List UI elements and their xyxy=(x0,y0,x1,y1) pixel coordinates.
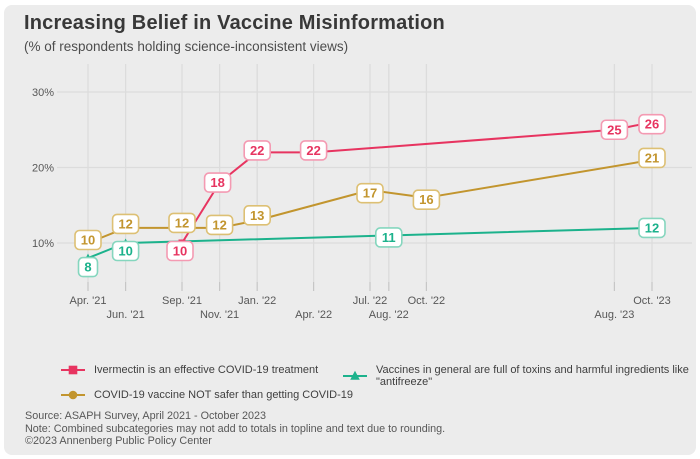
y-axis-tick-label: 10% xyxy=(32,238,54,250)
square-marker-icon xyxy=(68,365,78,375)
value-label-text: 22 xyxy=(306,143,320,158)
x-axis-tick-label: Sep. '21 xyxy=(162,295,202,307)
y-axis-tick-label: 30% xyxy=(32,87,54,99)
circle-marker-icon xyxy=(68,390,78,400)
legend-label-not-safer: COVID-19 vaccine NOT safer than getting … xyxy=(94,389,354,401)
value-label: 10 xyxy=(74,229,102,251)
legend-label-toxins: Vaccines in general are full of toxins a… xyxy=(376,364,689,388)
value-label-box xyxy=(638,217,666,239)
value-label-text: 10 xyxy=(118,244,132,259)
source-line: Source: ASAPH Survey, April 2021 - Octob… xyxy=(25,410,267,422)
value-label-box xyxy=(74,229,102,251)
x-axis-tick-label: Apr. '21 xyxy=(70,295,107,307)
triangle-marker-icon xyxy=(343,370,367,380)
value-label: 25 xyxy=(600,119,629,141)
value-label-box xyxy=(638,147,666,169)
legend-item-ivermectin: Ivermectin is an effective COVID-19 trea… xyxy=(60,364,318,376)
note-line: Note: Combined subcategories may not add… xyxy=(25,422,446,435)
x-axis-tick-label: Nov. '21 xyxy=(200,309,239,321)
value-label-box xyxy=(600,119,629,141)
x-axis-tick-label: Aug. '23 xyxy=(594,309,634,321)
x-axis-tick-label: Aug. '22 xyxy=(369,309,409,321)
legend-item-not-safer: COVID-19 vaccine NOT safer than getting … xyxy=(60,389,353,401)
value-label-text: 12 xyxy=(175,215,189,230)
series-line xyxy=(87,226,653,260)
value-label-text: 12 xyxy=(212,217,226,232)
value-label-text: 13 xyxy=(250,208,264,223)
legend-item-toxins: Vaccines in general are full of toxins a… xyxy=(342,364,700,388)
x-axis-tick-label: Jan. '22 xyxy=(238,295,276,307)
value-label-box xyxy=(111,213,140,235)
value-label-text: 12 xyxy=(645,220,659,235)
copyright-line: ©2023 Annenberg Public Policy Center xyxy=(25,435,212,447)
value-label: 21 xyxy=(638,147,666,169)
value-label-box xyxy=(205,214,234,236)
page-title: Increasing Belief in Vaccine Misinformat… xyxy=(24,12,445,34)
value-label-box xyxy=(203,172,232,193)
value-label-text: 11 xyxy=(382,230,396,245)
value-label-box xyxy=(77,256,99,278)
value-label-text: 16 xyxy=(419,192,433,207)
value-label: 17 xyxy=(356,182,384,204)
circle-marker-icon xyxy=(61,390,85,400)
value-label: 16 xyxy=(412,189,441,210)
value-label-text: 25 xyxy=(607,122,621,137)
value-label-box xyxy=(243,205,271,226)
value-label: 26 xyxy=(638,113,666,135)
legend-label-ivermectin: Ivermectin is an effective COVID-19 trea… xyxy=(94,364,319,376)
value-label-text: 18 xyxy=(210,175,224,190)
value-label-text: 22 xyxy=(250,143,264,158)
value-label: 8 xyxy=(77,256,99,278)
value-label-text: 12 xyxy=(118,216,132,231)
x-axis-tick-label: Oct. '22 xyxy=(408,295,446,307)
footer: Source: ASAPH Survey, April 2021 - Octob… xyxy=(25,410,445,448)
value-label-box xyxy=(111,240,140,262)
value-label: 18 xyxy=(203,172,232,193)
value-label: 12 xyxy=(638,217,666,239)
value-label: 22 xyxy=(299,140,328,161)
value-label-box xyxy=(638,113,666,135)
value-label: 22 xyxy=(243,140,271,161)
value-label-box xyxy=(299,140,328,161)
value-label-text: 21 xyxy=(645,150,659,165)
x-axis-tick-label: Jul. '22 xyxy=(353,295,388,307)
triangle-marker-icon xyxy=(350,370,360,380)
square-marker-icon xyxy=(61,365,85,375)
value-label-text: 17 xyxy=(363,186,377,201)
value-label: 12 xyxy=(205,214,234,236)
series-square xyxy=(178,118,656,247)
value-label: 10 xyxy=(111,240,140,262)
value-label-box xyxy=(168,212,196,234)
value-label-box xyxy=(412,189,441,210)
value-label-text: 8 xyxy=(84,260,91,275)
value-label: 11 xyxy=(374,227,403,248)
value-label-box xyxy=(166,240,194,262)
value-label-text: 26 xyxy=(645,117,659,132)
value-label-text: 10 xyxy=(81,233,95,248)
value-label: 13 xyxy=(243,205,271,226)
value-label-text: 10 xyxy=(173,244,187,259)
x-axis-tick-label: Apr. '22 xyxy=(295,309,332,321)
value-label-box xyxy=(356,182,384,204)
value-label-box xyxy=(243,140,271,161)
x-axis-tick-label: Jun. '21 xyxy=(107,309,145,321)
page-subtitle: (% of respondents holding science-incons… xyxy=(24,39,349,54)
y-axis-tick-label: 20% xyxy=(32,163,54,175)
x-axis-tick-label: Oct. '23 xyxy=(633,295,671,307)
value-label-box xyxy=(374,227,403,248)
value-label: 10 xyxy=(166,240,194,262)
value-label: 12 xyxy=(168,212,196,234)
value-label: 12 xyxy=(111,213,140,235)
